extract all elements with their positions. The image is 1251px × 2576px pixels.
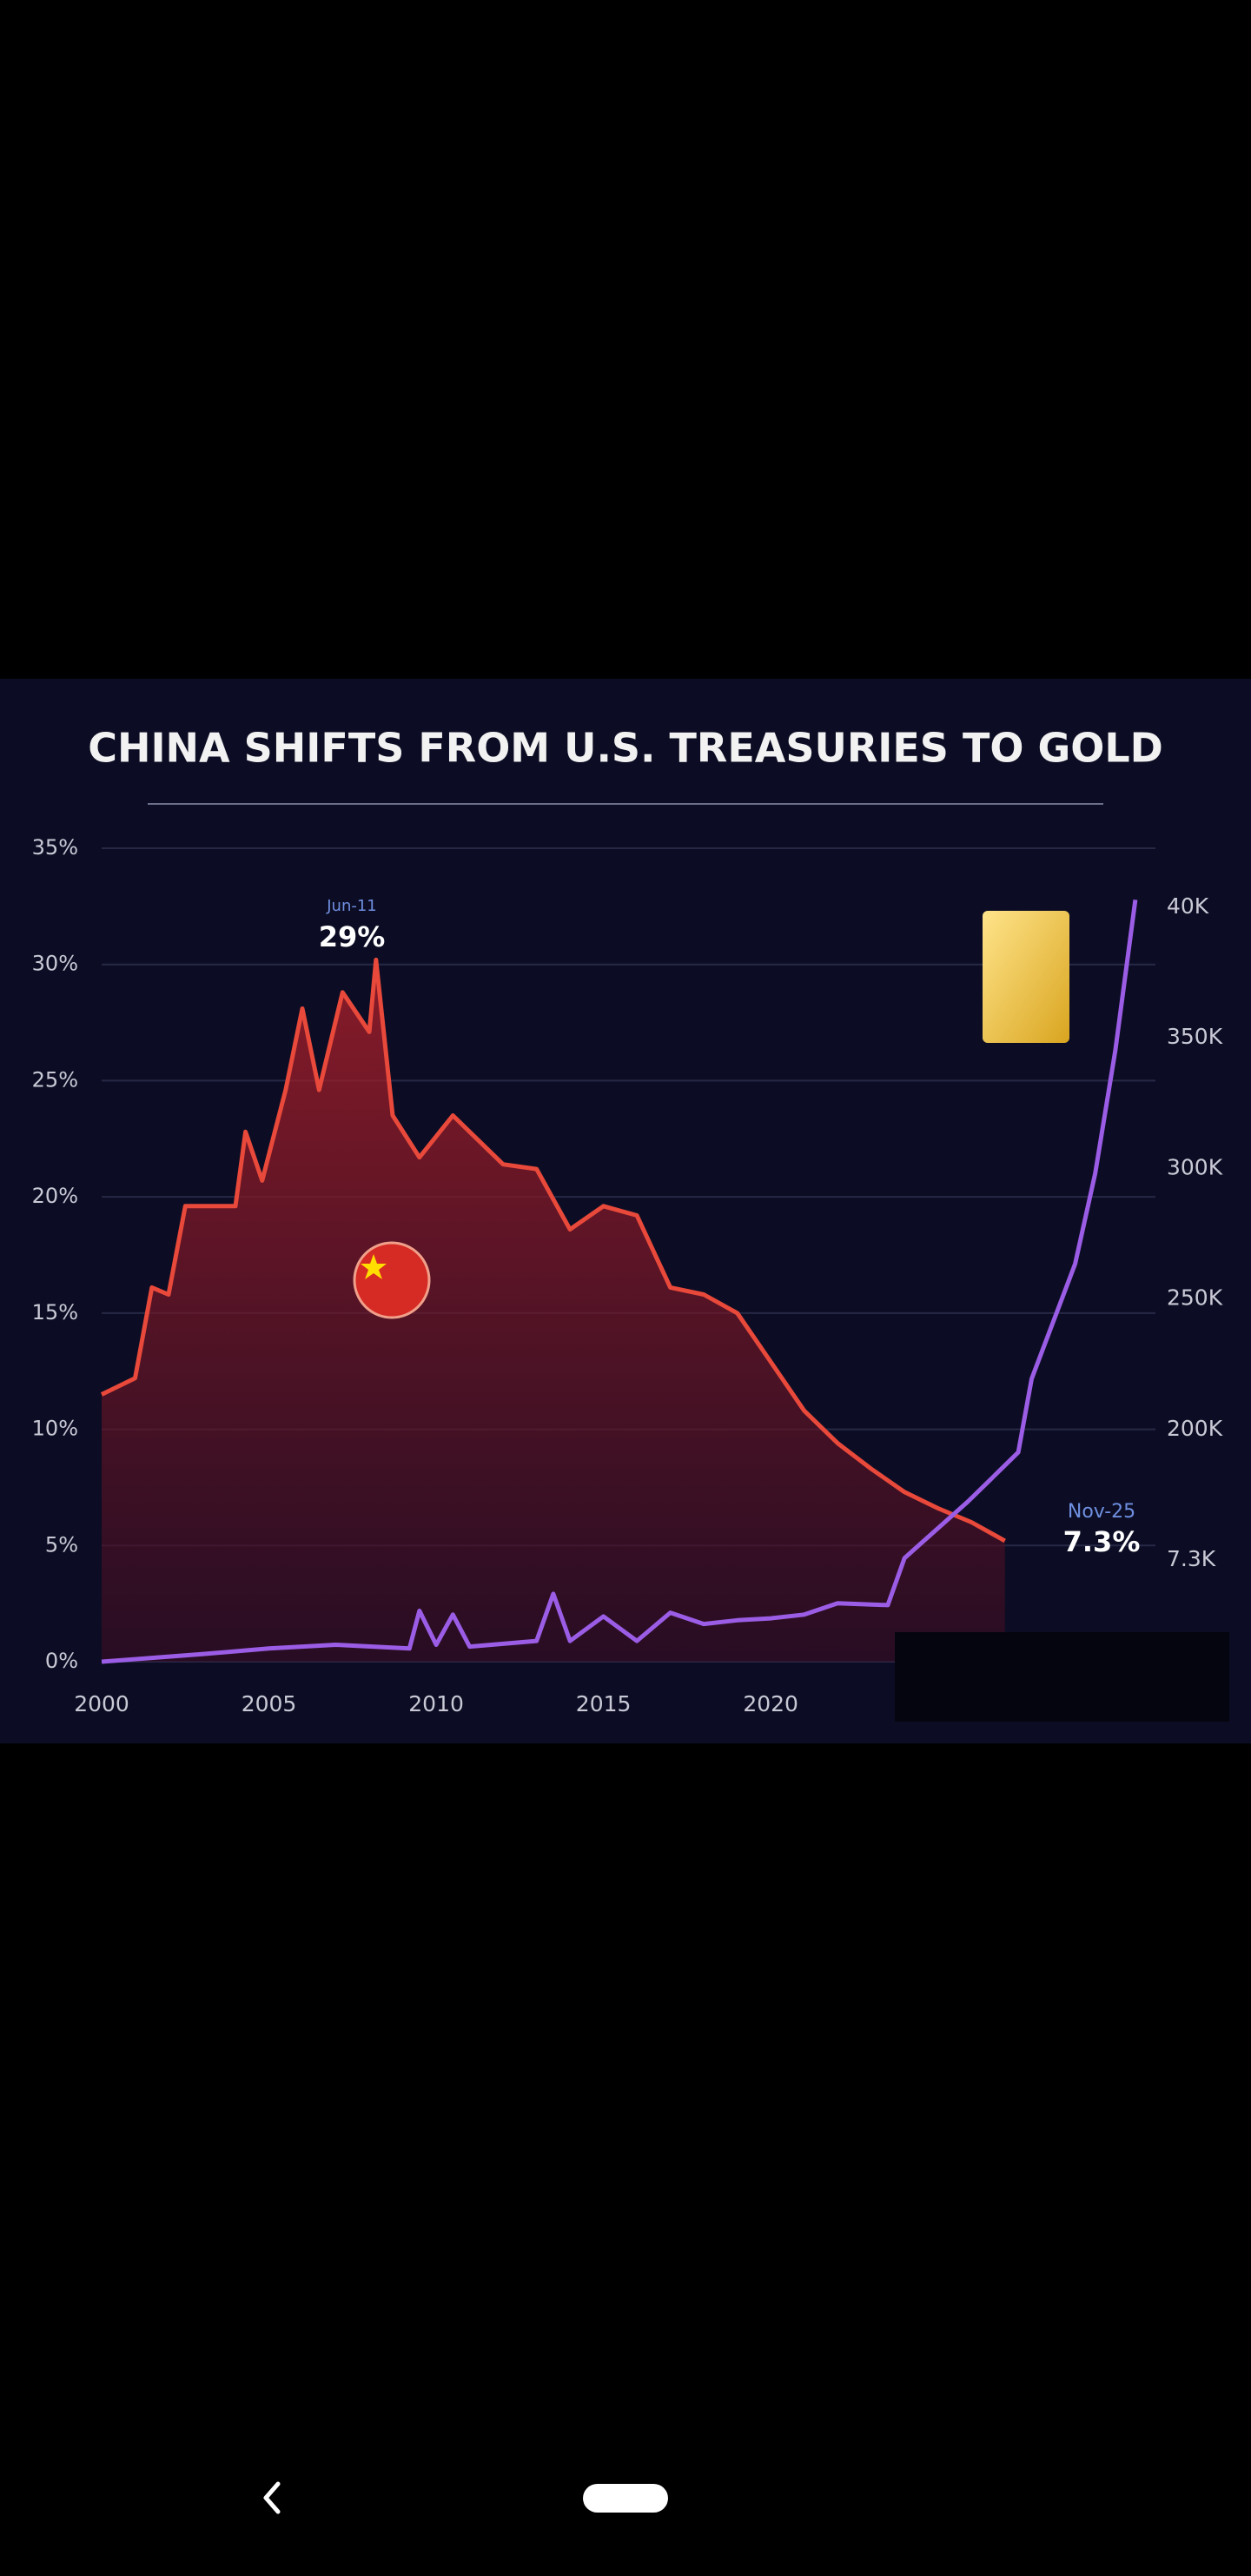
x-tick-label: 2020 [743,1691,798,1716]
x-tick-label: 2010 [408,1691,464,1716]
china-flag-icon [353,1241,431,1319]
y-tick-label: 35% [32,835,78,860]
back-button[interactable] [263,2481,281,2514]
y2-tick-label: 200K [1167,1416,1223,1441]
y2-tick-label: 300K [1167,1154,1223,1179]
gold-bar-icon [983,911,1069,1043]
y-tick-label: 0% [45,1649,78,1673]
series-line [101,899,1138,1664]
y-tick-label: 25% [32,1067,78,1092]
annotation-value: 7.3% [1063,1525,1141,1558]
y-tick-label: 10% [32,1417,78,1441]
cover-box [895,1632,1229,1722]
y-tick-label: 15% [32,1300,78,1325]
y2-tick-label: 350K [1167,1024,1223,1049]
x-tick-label: 2000 [74,1691,129,1716]
x-tick-label: 2005 [242,1691,297,1716]
y-tick-label: 30% [32,952,78,976]
y2-tick-label: 7.3K [1167,1546,1216,1571]
y-tick-label: 5% [45,1532,78,1557]
annotation-date: Jun-11 [326,897,377,915]
chart-title: CHINA SHIFTS FROM U.S. TREASURIES TO GOL… [88,725,1163,772]
home-pill[interactable] [583,2484,668,2513]
series-area [102,959,1005,1662]
y2-tick-label: 40K [1167,893,1209,919]
y-tick-label: 20% [32,1184,78,1208]
series-line [100,957,1006,1544]
flag-star [361,1254,387,1279]
annotation-value: 29% [319,920,386,953]
x-tick-label: 2015 [576,1691,632,1716]
plot: 0% 5% 10% 15% 20% 25% 30% 35% 2000 2005 2010 2015 20… [32,835,1223,1716]
annotation-date: Nov-25 [1068,1501,1135,1523]
y2-tick-label: 250K [1167,1285,1223,1311]
